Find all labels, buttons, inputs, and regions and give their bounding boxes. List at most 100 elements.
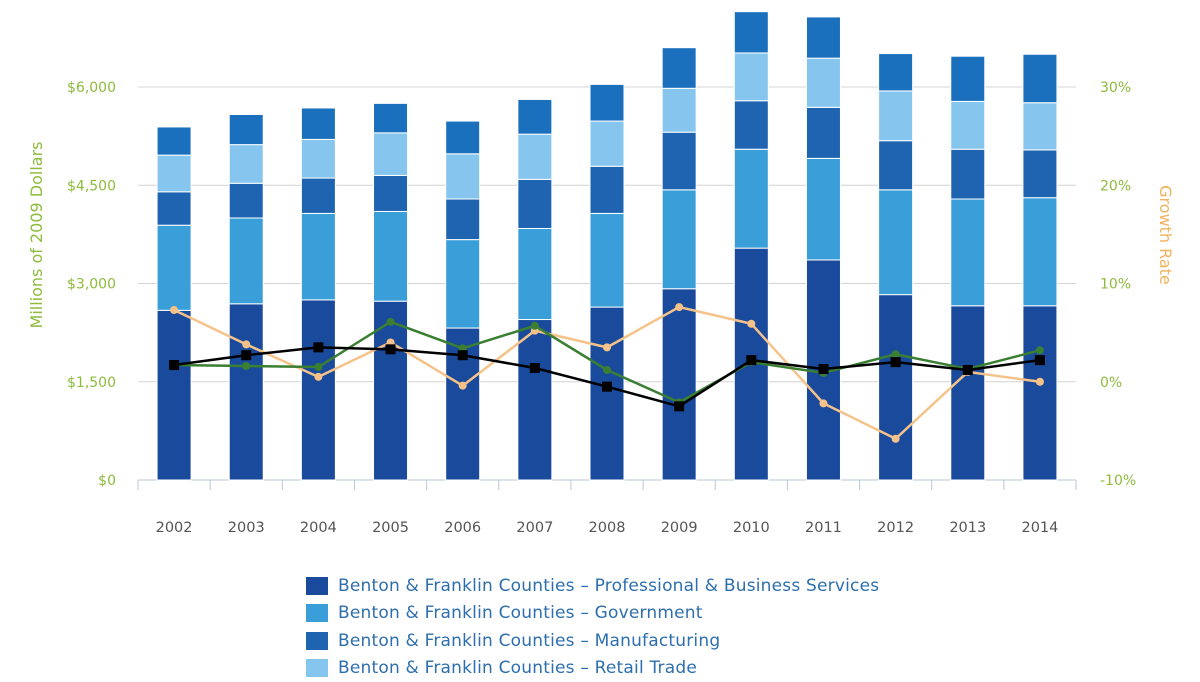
bar-segment xyxy=(734,53,768,101)
line-point xyxy=(459,382,467,390)
bar-segment xyxy=(590,84,624,121)
bar-segment xyxy=(374,211,408,301)
x-tick-label: 2008 xyxy=(589,520,626,536)
line-point xyxy=(458,350,468,360)
y-right-tick-label: 0% xyxy=(1100,375,1122,391)
bar-segment xyxy=(229,183,263,218)
bar-segment xyxy=(446,240,480,328)
line-point xyxy=(170,306,178,314)
bar-segment xyxy=(951,306,985,480)
bar-segment xyxy=(662,190,696,289)
legend-swatch xyxy=(306,604,328,622)
legend-item[interactable]: Benton & Franklin Counties – Professiona… xyxy=(306,572,879,600)
bar-segment xyxy=(1023,306,1057,480)
bar-segment xyxy=(1023,198,1057,306)
bar-segment xyxy=(446,121,480,154)
x-tick-label: 2010 xyxy=(733,520,770,536)
bar-segment xyxy=(229,115,263,145)
bar-segment xyxy=(662,48,696,89)
x-tick-label: 2009 xyxy=(661,520,698,536)
bar-segment xyxy=(229,304,263,480)
line-point xyxy=(314,363,322,371)
line-point xyxy=(963,365,973,375)
bar-segment xyxy=(879,295,913,480)
line-point xyxy=(603,343,611,351)
x-tick-label: 2007 xyxy=(516,520,553,536)
bar-segment xyxy=(229,218,263,304)
bar-segment xyxy=(301,300,335,480)
bar-segment xyxy=(879,190,913,295)
bar-segment xyxy=(590,213,624,307)
line-point xyxy=(1036,346,1044,354)
legend-swatch xyxy=(306,659,328,677)
bar-segment xyxy=(518,320,552,480)
line-point xyxy=(242,340,250,348)
line-point xyxy=(242,362,250,370)
line-point xyxy=(530,363,540,373)
bar-segment xyxy=(157,192,191,225)
bar-segment xyxy=(879,91,913,141)
bar-segment xyxy=(806,17,840,58)
bar-segment xyxy=(374,175,408,211)
x-tick-label: 2011 xyxy=(805,520,842,536)
bar-segment xyxy=(806,158,840,260)
bar-segment xyxy=(590,307,624,480)
bar-segment xyxy=(301,139,335,178)
legend-item[interactable]: Benton & Franklin Counties – Government xyxy=(306,600,879,628)
y-left-tick-label: $1,500 xyxy=(67,375,116,391)
y-right-tick-label: -10% xyxy=(1100,473,1136,489)
bar-segment xyxy=(662,132,696,190)
bar-segment xyxy=(951,101,985,149)
bar-segment xyxy=(518,228,552,319)
bar-segment xyxy=(806,107,840,158)
line-point xyxy=(819,399,827,407)
line-point xyxy=(387,318,395,326)
line-point xyxy=(313,342,323,352)
line-point xyxy=(746,355,756,365)
legend-label: Benton & Franklin Counties – Manufacturi… xyxy=(338,631,720,651)
bar-segment xyxy=(662,88,696,132)
bar-segment xyxy=(301,178,335,213)
legend-item[interactable]: Benton & Franklin Counties – Retail Trad… xyxy=(306,655,879,682)
bar-segment xyxy=(590,121,624,166)
x-tick-label: 2002 xyxy=(156,520,193,536)
line-point xyxy=(892,350,900,358)
line-point xyxy=(675,303,683,311)
y-right-tick-label: 20% xyxy=(1100,178,1131,194)
line-point xyxy=(531,322,539,330)
bar-segment xyxy=(734,101,768,149)
bar-segment xyxy=(1023,150,1057,198)
bar-segment xyxy=(518,134,552,179)
bar-segment xyxy=(1023,54,1057,102)
y-left-tick-label: $3,000 xyxy=(67,277,116,293)
line-point xyxy=(603,366,611,374)
bar-segment xyxy=(446,154,480,199)
legend-label: Benton & Franklin Counties – Retail Trad… xyxy=(338,658,697,678)
legend-swatch xyxy=(306,577,328,595)
bar-segment xyxy=(157,155,191,192)
y-left-tick-label: $4,500 xyxy=(67,178,116,194)
line-point xyxy=(818,364,828,374)
y-left-tick-label: $6,000 xyxy=(67,80,116,96)
bar-segment xyxy=(879,141,913,190)
chart-legend: Benton & Franklin Counties – Professiona… xyxy=(306,572,879,682)
bar-segment xyxy=(157,310,191,480)
bar-segment xyxy=(590,166,624,213)
line-point xyxy=(314,373,322,381)
x-tick-label: 2004 xyxy=(300,520,337,536)
bar-segment xyxy=(1023,103,1057,150)
x-tick-label: 2014 xyxy=(1021,520,1058,536)
bar-segment xyxy=(734,149,768,248)
x-tick-label: 2006 xyxy=(444,520,481,536)
line-point xyxy=(747,320,755,328)
legend-swatch xyxy=(306,632,328,650)
legend-item[interactable]: Benton & Franklin Counties – Manufacturi… xyxy=(306,627,879,655)
bar-segment xyxy=(374,103,408,132)
legend-label: Benton & Franklin Counties – Government xyxy=(338,603,703,623)
line-point xyxy=(674,401,684,411)
bar-segment xyxy=(951,149,985,199)
x-tick-label: 2012 xyxy=(877,520,914,536)
bar-segment xyxy=(951,56,985,101)
bar-segment xyxy=(951,199,985,306)
y-right-tick-label: 30% xyxy=(1100,80,1131,96)
